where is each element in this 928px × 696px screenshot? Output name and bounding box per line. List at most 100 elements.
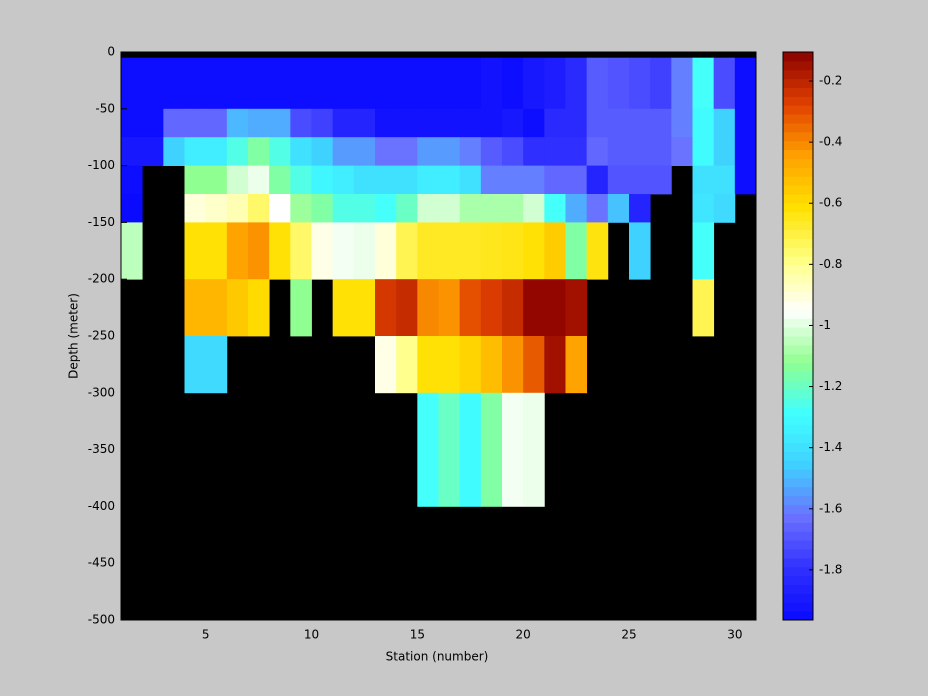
heatmap-cell [734, 165, 757, 195]
heatmap-cell [226, 165, 249, 195]
y-tick-label: 0 [107, 45, 115, 59]
heatmap-cell [205, 222, 228, 280]
heatmap-cell [692, 222, 715, 280]
heatmap-cell [629, 194, 651, 223]
heatmap-cell [671, 57, 693, 110]
heatmap-cell [480, 279, 503, 337]
colorbar-step [783, 256, 813, 266]
heatmap-cell [438, 57, 461, 110]
heatmap-cell [248, 165, 270, 195]
heatmap-cell [269, 222, 291, 280]
colorbar-step [783, 442, 813, 452]
heatmap-cell [396, 336, 418, 394]
heatmap-cell [438, 108, 461, 138]
heatmap-cell [396, 108, 418, 138]
heatmap-cell [544, 279, 566, 337]
colorbar-step [783, 407, 813, 417]
heatmap-cell [269, 108, 291, 138]
heatmap-cell [459, 336, 482, 394]
colorbar-step [783, 300, 813, 310]
heatmap-cell [311, 194, 334, 223]
heatmap-cell [290, 222, 312, 280]
heatmap-cell [692, 137, 715, 166]
colorbar-step [783, 114, 813, 124]
colorbar-step [783, 158, 813, 168]
heatmap-cell [184, 279, 207, 337]
colorbar-step [783, 531, 813, 541]
colorbar-step [783, 96, 813, 106]
heatmap-cell [121, 57, 143, 110]
heatmap-cell [544, 165, 566, 195]
colorbar-step [783, 87, 813, 97]
heatmap-cell [459, 222, 482, 280]
x-tick-label: 15 [410, 628, 425, 642]
heatmap-cell [375, 336, 397, 394]
heatmap-cell [396, 137, 418, 166]
heatmap-cell [332, 57, 355, 110]
heatmap-cell [586, 165, 609, 195]
colorbar-step [783, 194, 813, 204]
y-tick-label: -150 [88, 215, 115, 229]
colorbar-step [783, 371, 813, 381]
heatmap-cell [375, 279, 397, 337]
heatmap-cell [248, 222, 270, 280]
heatmap-cell [205, 279, 228, 337]
heatmap-cell [184, 165, 207, 195]
heatmap-cell [629, 137, 651, 166]
heatmap-cell [163, 137, 185, 166]
heatmap-cell [226, 57, 249, 110]
heatmap-cell [290, 194, 312, 223]
colorbar-step [783, 540, 813, 550]
heatmap-cell [248, 279, 270, 337]
colorbar-step [783, 327, 813, 337]
colorbar-tick-label: -0.2 [819, 74, 842, 88]
colorbar-step [783, 336, 813, 346]
heatmap-cell [375, 57, 397, 110]
heatmap-cell [248, 57, 270, 110]
heatmap-cell [332, 279, 355, 337]
heatmap-cell [692, 279, 715, 337]
colorbar-step [783, 52, 813, 62]
y-tick-label: -450 [88, 556, 115, 570]
heatmap-cell [480, 108, 503, 138]
colorbar-step [783, 273, 813, 284]
heatmap-cell [438, 165, 461, 195]
x-axis-label: Station (number) [386, 650, 489, 664]
colorbar-step [783, 238, 813, 248]
heatmap-cell [502, 279, 524, 337]
heatmap-cell [544, 57, 566, 110]
heatmap-cell [269, 137, 291, 166]
heatmap-cell [480, 194, 503, 223]
y-tick-label: -50 [95, 101, 115, 115]
heatmap-cell [523, 279, 545, 337]
heatmap-cell [248, 194, 270, 223]
x-tick-label: 5 [202, 628, 210, 642]
heatmap-cell [396, 165, 418, 195]
heatmap-cell [586, 57, 609, 110]
heatmap-cell [502, 392, 524, 507]
heatmap-cell [734, 137, 757, 166]
heatmap-cell [629, 165, 651, 195]
heatmap-cell [502, 165, 524, 195]
heatmap-cell [417, 57, 439, 110]
colorbar-step [783, 495, 813, 506]
heatmap-cell [438, 279, 461, 337]
colorbar-step [783, 291, 813, 301]
heatmap-cell [311, 137, 334, 166]
colorbar-tick-label: -1.8 [819, 562, 842, 576]
heatmap-cell [459, 279, 482, 337]
heatmap-cell [671, 108, 693, 138]
heatmap-cell [565, 279, 588, 337]
heatmap-cell [353, 57, 376, 110]
heatmap-cell [332, 194, 355, 223]
heatmap-cell [713, 57, 736, 110]
colorbar-step [783, 584, 813, 594]
heatmap-cell [375, 137, 397, 166]
colorbar-step [783, 149, 813, 159]
colorbar-tick-label: -1 [819, 318, 831, 332]
heatmap-cell [502, 57, 524, 110]
heatmap-cell [121, 194, 143, 223]
y-tick-label: -100 [88, 158, 115, 172]
heatmap-cell [311, 108, 334, 138]
heatmap-cell [565, 194, 588, 223]
